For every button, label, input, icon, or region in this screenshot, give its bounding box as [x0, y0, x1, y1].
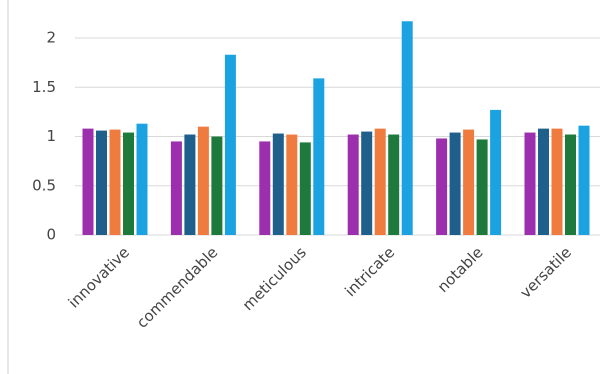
- bar: [272, 133, 284, 235]
- bar: [211, 136, 223, 235]
- bar: [463, 129, 475, 235]
- bar: [490, 109, 502, 235]
- bar: [436, 138, 448, 235]
- bar: [524, 132, 536, 235]
- bar: [184, 134, 196, 235]
- bar: [374, 128, 386, 235]
- x-tick-label: notable: [434, 243, 487, 296]
- bar: [449, 132, 461, 235]
- bar: [361, 131, 373, 235]
- x-tick-label: intricate: [341, 243, 398, 300]
- x-tick-label: meticulous: [239, 243, 310, 314]
- bar: [224, 54, 236, 236]
- x-tick-label: innovative: [65, 243, 133, 311]
- bar: [578, 125, 590, 235]
- bar: [82, 128, 94, 235]
- bar: [123, 132, 134, 235]
- bar: [136, 123, 148, 235]
- bar: [259, 141, 271, 235]
- bar: [286, 134, 298, 235]
- bar: [565, 134, 576, 235]
- bar: [299, 142, 311, 235]
- y-tick-label: 0: [46, 226, 56, 244]
- bar: [96, 130, 107, 235]
- bar: [313, 78, 325, 235]
- bar: [197, 126, 209, 235]
- bar: [538, 128, 549, 235]
- bar: [476, 139, 488, 235]
- y-tick-label: 1.5: [32, 78, 56, 96]
- bar: [401, 21, 413, 235]
- x-tick-label: commendable: [133, 243, 221, 331]
- y-tick-label: 2: [46, 29, 56, 47]
- bar: [109, 129, 121, 235]
- y-tick-label: 0.5: [32, 176, 56, 194]
- bar: [551, 128, 563, 235]
- bar: [388, 134, 400, 235]
- y-tick-label: 1: [46, 127, 56, 145]
- x-tick-label: versatile: [517, 243, 576, 302]
- bar: [347, 134, 359, 235]
- bar: [170, 141, 182, 235]
